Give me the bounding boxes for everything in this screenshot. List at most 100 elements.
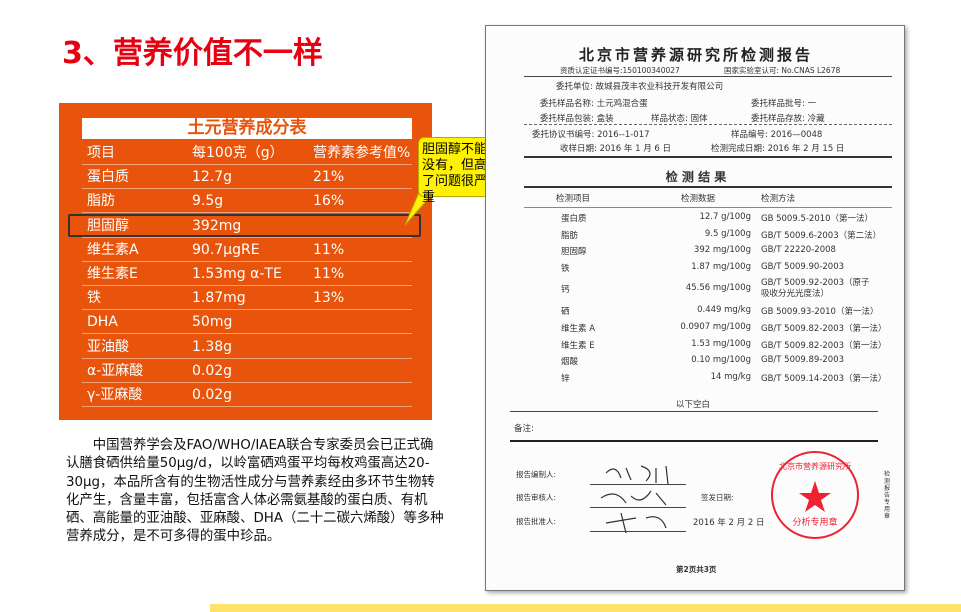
report-method: GB/T 5009.82-2003（第一法）	[761, 324, 887, 334]
nutrition-cell: 维生素A	[87, 241, 139, 258]
nutrition-cell: 脂肪	[87, 193, 115, 210]
report-item: 烟酸	[561, 357, 579, 368]
report-header: 检测数据	[681, 194, 716, 204]
slide-title: 3、营养价值不一样	[62, 36, 323, 71]
nutrition-cell: α-亚麻酸	[87, 362, 144, 379]
report-item: 胆固醇	[561, 247, 587, 258]
batch: 委托样品批号: 一	[751, 99, 817, 109]
callout-pointer	[404, 190, 437, 226]
nutrition-cell: 每100克（g）	[192, 145, 284, 161]
nutrition-cell: 维生素E	[87, 266, 138, 282]
report-item: 维生素 A	[561, 324, 596, 334]
sample-no: 样品编号: 2016—0048	[731, 130, 823, 140]
nutrition-cell: 21%	[313, 169, 345, 186]
reviewer-label: 报告审核人:	[516, 493, 557, 502]
report-item: 硒	[561, 307, 570, 318]
report-title: 北京市营养源研究所检测报告	[578, 46, 813, 64]
nutrition-row: 项目 每100克（g） 营养素参考值%	[82, 141, 412, 165]
report-method: GB/T 22220-2008	[761, 245, 836, 256]
state: 样品状态: 固体	[651, 114, 708, 124]
page-number: 第2页共3页	[676, 565, 717, 574]
nutrition-panel: 土元营养成分表 项目 每100克（g） 营养素参考值% 蛋白质 12.7g 21% 脂肪 9.…	[59, 103, 432, 420]
nutrition-cell: 12.7g	[192, 169, 233, 186]
report-method: GB/T 5009.82-2003（第一法）	[761, 340, 887, 351]
callout-bubble: 胆固醇不能没有，但高了问题很严重	[418, 137, 500, 205]
description-paragraph: 中国营养学会及FAO/WHO/IAEA联合专家委员会已正式确认膳食硒供给量50μ…	[66, 438, 444, 545]
report-value: 0.449 mg/kg	[697, 305, 751, 316]
report-value: 392 mg/100g	[693, 245, 751, 256]
nutrition-cell: 蛋白质	[87, 169, 129, 186]
nutrition-row: 脂肪 9.5g 16%	[82, 189, 412, 214]
nutrition-row: α-亚麻酸 0.02g	[82, 359, 412, 383]
nutrition-cell: 亚油酸	[87, 338, 129, 355]
nutrition-row: 胆固醇 392mg	[82, 214, 412, 238]
report-item: 锌	[561, 373, 570, 384]
svg-text:分析专用章: 分析专用章	[792, 516, 837, 528]
nutrition-cell: 0.02g	[192, 362, 233, 379]
report-value: 45.56 mg/100g	[685, 283, 751, 294]
nutrition-cell: 13%	[313, 290, 345, 307]
report-method: GB 5009.5-2010（第一法）	[761, 214, 874, 224]
nutrition-row: DHA 50mg	[82, 310, 412, 335]
report-method: GB/T 5009.90-2003	[761, 261, 845, 272]
nutrition-row: γ-亚麻酸 0.02g	[82, 383, 412, 407]
remarks-label: 备注:	[514, 424, 534, 434]
nutrition-cell: 1.53mg α-TE	[192, 266, 282, 282]
report-value: 0.10 mg/100g	[691, 355, 751, 366]
nutrition-cell: 90.7μgRE	[192, 241, 260, 258]
nutrition-cell: 0.02g	[192, 387, 233, 403]
completed-date: 检测完成日期: 2016 年 2 月 15 日	[711, 144, 845, 154]
red-seal: 分析专用章 北京市营养源研究所	[771, 451, 859, 539]
nutrition-cell: 1.87mg	[192, 290, 246, 307]
report-value: 0.0907 mg/100g	[680, 322, 751, 332]
nutrition-cell: 50mg	[192, 314, 233, 331]
nutrition-table-title: 土元营养成分表	[82, 118, 412, 139]
nutrition-cell: 胆固醇	[87, 217, 129, 234]
report-method: GB/T 5009.89-2003	[761, 355, 845, 366]
report-item: 维生素 E	[561, 340, 595, 351]
side-seal-text: 检测报告专用章	[884, 471, 891, 520]
nutrition-cell: 营养素参考值%	[313, 145, 411, 161]
approver-label: 报告批准人:	[516, 517, 557, 526]
report-item: 脂肪	[561, 230, 579, 241]
svg-text:北京市营养源研究所: 北京市营养源研究所	[779, 461, 851, 471]
report-method: GB/T 5009.6-2003（第二法）	[761, 230, 882, 241]
nutrition-row: 维生素E 1.53mg α-TE 11%	[82, 262, 412, 286]
report-header: 检测项目	[556, 194, 591, 204]
nutrition-row: 铁 1.87mg 13%	[82, 286, 412, 311]
report-value: 12.7 g/100g	[699, 212, 751, 222]
nutrition-row: 亚油酸 1.38g	[82, 335, 412, 359]
report-value: 9.5 g/100g	[704, 228, 751, 239]
nutrition-row: 蛋白质 12.7g 21%	[82, 165, 412, 190]
report-item: 蛋白质	[561, 214, 587, 224]
compiler-label: 报告编制人:	[516, 470, 557, 479]
agreement: 委托协议书编号: 2016--1-017	[532, 130, 650, 140]
nutrition-cell: 项目	[87, 145, 115, 161]
sample-name: 委托样品名称: 土元鸡混合蛋	[540, 99, 648, 109]
cnas-number: 国家实验室认可: No.CNAS L2678	[724, 66, 841, 75]
nutrition-cell: 16%	[313, 193, 345, 210]
signatures	[600, 465, 669, 534]
results-title: 检 测 结 果	[665, 170, 727, 184]
nutrition-cell: 392mg	[192, 217, 242, 234]
nutrition-cell: 9.5g	[192, 193, 224, 210]
package: 委托样品包装: 盒装	[540, 114, 614, 124]
client: 委托单位: 故城县茂丰农业科技开发有限公司	[556, 82, 724, 92]
nutrition-cell: DHA	[87, 314, 118, 331]
report-value: 14 mg/kg	[710, 371, 751, 382]
cholesterol-highlight	[68, 214, 421, 237]
test-report-document: 北京市营养源研究所检测报告 资质认定证书编号:150100340027 国家实验…	[485, 25, 905, 591]
nutrition-cell: 铁	[87, 290, 101, 307]
issue-label: 签发日期:	[701, 493, 734, 502]
report-item: 铁	[561, 263, 570, 274]
nutrition-cell: 11%	[313, 241, 345, 258]
cert-number: 资质认定证书编号:150100340027	[560, 66, 680, 75]
bottom-accent-bar	[210, 604, 961, 612]
report-method: GB/T 5009.14-2003（第一法）	[761, 373, 887, 384]
report-item: 钙	[561, 285, 570, 296]
storage: 委托样品存放: 冷藏	[751, 114, 825, 124]
report-value: 1.53 mg/100g	[691, 338, 751, 349]
blank-note: 以下空白	[676, 400, 711, 410]
nutrition-cell: 11%	[313, 266, 345, 282]
issue-date: 2016 年 2 月 2 日	[693, 518, 765, 528]
